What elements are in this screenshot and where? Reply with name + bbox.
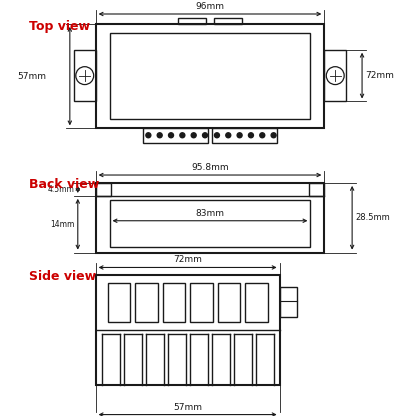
Bar xyxy=(109,200,310,247)
Text: Top view: Top view xyxy=(29,20,90,33)
Circle shape xyxy=(146,133,151,138)
Circle shape xyxy=(248,133,253,138)
Circle shape xyxy=(215,133,219,138)
Bar xyxy=(163,283,185,322)
Text: 28.5mm: 28.5mm xyxy=(355,213,390,222)
Circle shape xyxy=(260,133,265,138)
Circle shape xyxy=(203,133,208,138)
Text: 4.5mm: 4.5mm xyxy=(48,185,75,194)
Bar xyxy=(218,283,240,322)
Circle shape xyxy=(157,133,162,138)
Text: 72mm: 72mm xyxy=(173,255,202,265)
Circle shape xyxy=(237,133,242,138)
Text: 96mm: 96mm xyxy=(196,2,225,11)
Text: 57mm: 57mm xyxy=(173,403,202,411)
Bar xyxy=(144,128,208,143)
Circle shape xyxy=(191,133,196,138)
Text: 14mm: 14mm xyxy=(50,220,75,229)
Bar xyxy=(96,275,280,385)
Circle shape xyxy=(226,133,231,138)
Bar xyxy=(212,128,277,143)
Bar xyxy=(135,283,158,322)
Circle shape xyxy=(271,133,276,138)
Circle shape xyxy=(180,133,185,138)
Text: 57mm: 57mm xyxy=(17,72,46,81)
Bar xyxy=(280,287,297,317)
Bar xyxy=(324,50,346,102)
Bar xyxy=(108,283,130,322)
Text: 72mm: 72mm xyxy=(365,71,394,80)
Bar xyxy=(310,183,324,196)
Bar xyxy=(74,50,96,102)
Text: Side view: Side view xyxy=(29,270,96,283)
Bar xyxy=(190,283,213,322)
Bar xyxy=(245,283,267,322)
Bar xyxy=(178,18,206,24)
Bar xyxy=(96,24,324,128)
Text: 95.8mm: 95.8mm xyxy=(191,163,229,172)
Text: 83mm: 83mm xyxy=(196,209,225,218)
Bar xyxy=(109,33,310,119)
Text: Back view: Back view xyxy=(29,178,99,191)
Bar xyxy=(96,183,324,253)
Bar xyxy=(214,18,242,24)
Bar xyxy=(96,183,111,196)
Circle shape xyxy=(168,133,173,138)
